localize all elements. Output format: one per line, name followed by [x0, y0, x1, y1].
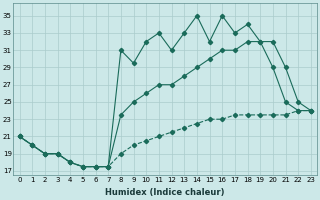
X-axis label: Humidex (Indice chaleur): Humidex (Indice chaleur) [106, 188, 225, 197]
